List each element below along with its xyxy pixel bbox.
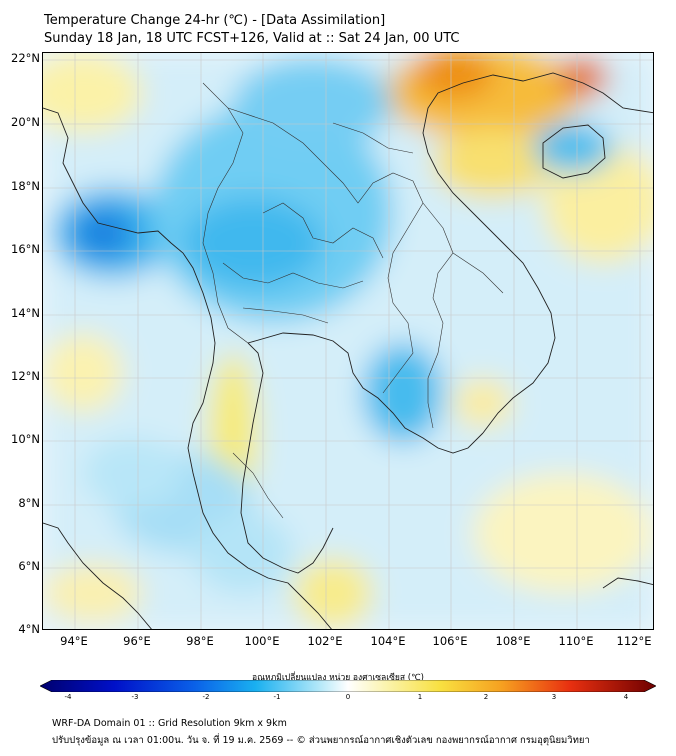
lon-label: 98°E (186, 634, 214, 648)
colorbar-tick: 0 (345, 693, 351, 701)
lat-label: 14°N (11, 306, 40, 320)
colorbar-tick: -2 (202, 693, 210, 701)
coastlines (43, 72, 653, 629)
lat-label: 12°N (11, 369, 40, 383)
lat-label: 20°N (11, 115, 40, 129)
colorbar-tick: 1 (417, 693, 423, 701)
gridlines (43, 53, 653, 629)
lon-label: 104°E (370, 634, 406, 648)
lon-label: 94°E (60, 634, 88, 648)
map-panel (42, 52, 654, 630)
lat-label: 16°N (11, 242, 40, 256)
lon-label: 102°E (307, 634, 343, 648)
lat-label: 4°N (18, 622, 40, 636)
footer-domain-info: WRF-DA Domain 01 :: Grid Resolution 9km … (52, 718, 287, 729)
lon-label: 106°E (432, 634, 468, 648)
colorbar-tick: -1 (273, 693, 281, 701)
colorbar-tick: -3 (131, 693, 139, 701)
lat-label: 10°N (11, 432, 40, 446)
lat-label: 22°N (11, 51, 40, 65)
colorbar-tick: -4 (64, 693, 72, 701)
footer-update-credit: ปรับปรุงข้อมูล ณ เวลา 01:00น. วัน จ. ที่… (52, 735, 590, 746)
lon-label: 100°E (244, 634, 280, 648)
lon-label: 108°E (495, 634, 531, 648)
lon-label: 112°E (616, 634, 652, 648)
lon-label: 110°E (558, 634, 594, 648)
chart-title: Temperature Change 24-hr (℃) - [Data Ass… (44, 12, 459, 48)
colorbar-title: อุณหภูมิเปลี่ยนแปลง หน่วย องศาเซลเซียส (… (252, 673, 424, 683)
colorbar-tick: 4 (623, 693, 629, 701)
lat-label: 18°N (11, 179, 40, 193)
colorbar-tick: 3 (551, 693, 557, 701)
title-line-2: Sunday 18 Jan, 18 UTC FCST+126, Valid at… (44, 31, 460, 46)
admin-borders (202, 82, 504, 519)
title-line-1: Temperature Change 24-hr (℃) - [Data Ass… (44, 13, 386, 28)
map-svg (43, 53, 653, 629)
lat-label: 6°N (18, 559, 40, 573)
colorbar-tick: 2 (483, 693, 489, 701)
lon-label: 96°E (123, 634, 151, 648)
temperature-field (43, 53, 653, 629)
lat-label: 8°N (18, 496, 40, 510)
colorbar (40, 680, 656, 692)
